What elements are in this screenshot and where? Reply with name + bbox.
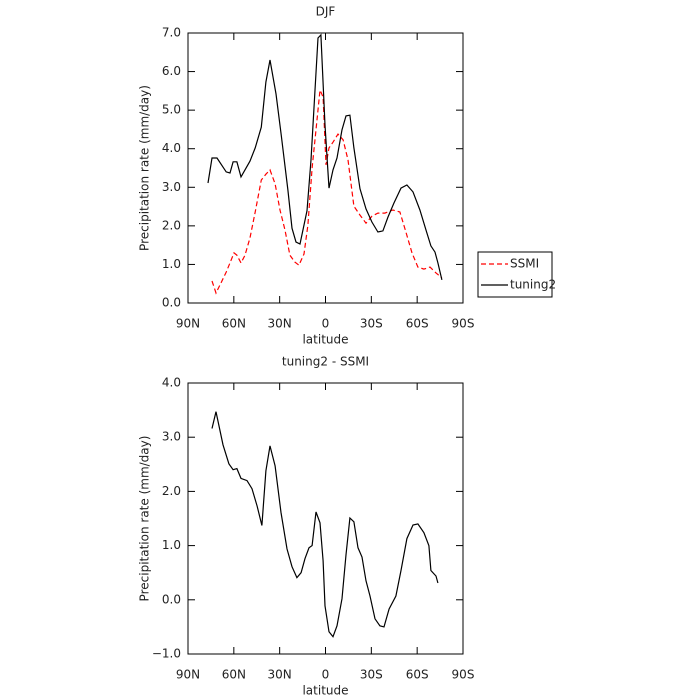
x-axis-label: latitude — [302, 333, 348, 347]
data-line — [211, 87, 443, 295]
chart-title: DJF — [316, 5, 336, 19]
x-tick-label: 90S — [452, 317, 475, 331]
data-line — [207, 33, 443, 281]
y-tick-label: 0.0 — [162, 592, 181, 606]
legend-box — [477, 251, 553, 298]
y-tick-label: 4.0 — [162, 376, 181, 390]
x-tick-label: 90S — [452, 668, 475, 682]
x-tick-label: 0 — [322, 668, 330, 682]
x-tick-label: 60N — [222, 668, 246, 682]
y-tick-label: 5.0 — [162, 103, 181, 117]
x-tick-label: 30S — [360, 668, 383, 682]
x-axis-label: latitude — [302, 684, 348, 698]
x-tick-label: 0 — [322, 317, 330, 331]
plot-frame — [187, 32, 464, 304]
x-tick-label: 90N — [176, 668, 200, 682]
chart-title: tuning2 - SSMI — [282, 355, 369, 369]
y-tick-label: 2.0 — [162, 218, 181, 232]
data-line — [211, 411, 439, 638]
x-tick-label: 30N — [268, 668, 292, 682]
y-tick-label: 3.0 — [162, 180, 181, 194]
y-tick-label: 4.0 — [162, 141, 181, 155]
x-tick-label: 30S — [360, 317, 383, 331]
y-axis-label: Precipitation rate (mm/day) — [138, 436, 152, 602]
y-tick-label: 1.0 — [162, 257, 181, 271]
legend-label: tuning2 — [510, 278, 556, 292]
x-tick-label: 60S — [406, 317, 429, 331]
y-tick-label: 3.0 — [162, 430, 181, 444]
x-tick-label: 60N — [222, 317, 246, 331]
y-tick-label: 0.0 — [162, 296, 181, 310]
plot-frame — [187, 382, 464, 655]
y-tick-label: −1.0 — [152, 647, 181, 661]
x-tick-label: 30N — [268, 317, 292, 331]
y-axis-label: Precipitation rate (mm/day) — [138, 85, 152, 251]
y-tick-label: 7.0 — [162, 26, 181, 40]
y-tick-label: 2.0 — [162, 484, 181, 498]
legend-label: SSMI — [510, 257, 539, 271]
x-tick-label: 90N — [176, 317, 200, 331]
y-tick-label: 6.0 — [162, 64, 181, 78]
x-tick-label: 60S — [406, 668, 429, 682]
y-tick-label: 1.0 — [162, 538, 181, 552]
